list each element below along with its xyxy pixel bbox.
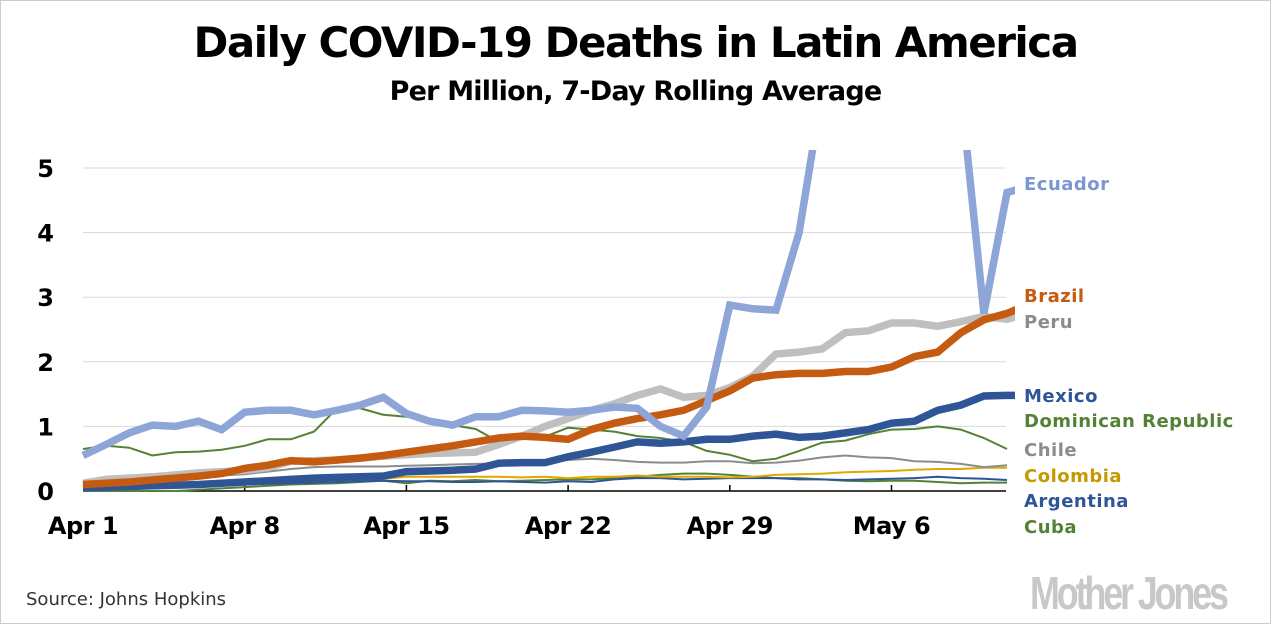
mother-jones-logo: Mother Jones [1030, 567, 1229, 619]
x-tick-label: Apr 1 [48, 512, 118, 540]
y-tick-label: 1 [37, 413, 54, 441]
x-axis: Apr 1 Apr 8 Apr 15 Apr 22 Apr 29 May 6 [48, 485, 1006, 540]
label-dominican-republic: Dominican Republic [1024, 411, 1234, 432]
series-line-mexico [82, 391, 1015, 492]
label-argentina: Argentina [1024, 491, 1129, 512]
source-note: Source: Johns Hopkins [26, 589, 227, 610]
y-tick-label: 2 [37, 349, 54, 377]
x-tick-label: Apr 8 [210, 512, 280, 540]
y-axis-ticks: 0 1 2 3 4 5 [37, 155, 54, 506]
y-tick-label: 3 [37, 284, 54, 312]
label-brazil: Brazil [1024, 286, 1085, 307]
label-mexico: Mexico [1024, 386, 1098, 407]
x-tick-label: Apr 15 [363, 512, 449, 540]
series-line-ecuador [81, 150, 1015, 459]
series-lines [81, 150, 1015, 492]
x-tick-label: Apr 22 [525, 512, 611, 540]
label-colombia: Colombia [1024, 466, 1122, 487]
chart-subtitle: Per Million, 7-Day Rolling Average [389, 76, 883, 107]
label-peru: Peru [1024, 312, 1073, 333]
y-tick-label: 0 [37, 478, 54, 506]
label-cuba: Cuba [1024, 517, 1077, 538]
y-tick-label: 5 [37, 155, 54, 183]
series-line-cuba [83, 472, 1007, 492]
series-line-brazil [82, 305, 1015, 489]
x-tick-label: May 6 [853, 512, 931, 540]
series-labels: Ecuador Brazil Peru Mexico Dominican Rep… [1024, 174, 1234, 538]
label-ecuador: Ecuador [1024, 174, 1110, 195]
gridlines [83, 167, 1006, 427]
x-tick-label: Apr 29 [687, 512, 773, 540]
chart-title: Daily COVID-19 Deaths in Latin America [193, 18, 1079, 67]
y-tick-label: 4 [37, 220, 54, 248]
label-chile: Chile [1024, 440, 1077, 461]
